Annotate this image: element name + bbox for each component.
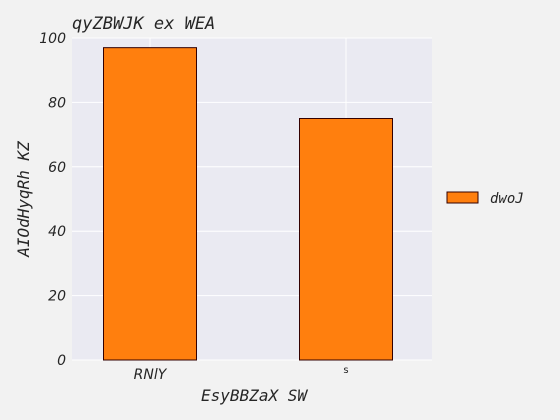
bars <box>103 47 393 361</box>
y-tick-label: 60 <box>48 160 66 176</box>
y-tick-label: 100 <box>39 31 66 47</box>
bar-s <box>299 118 393 361</box>
bar-rnly <box>103 47 197 361</box>
chart-title: qyZBWJK ex WEA <box>72 14 215 34</box>
x-tick-label: s <box>343 365 348 376</box>
y-tick-label: 40 <box>48 224 66 240</box>
y-tick-label: 0 <box>57 353 66 369</box>
y-tick-label: 80 <box>48 95 66 111</box>
x-tick-label: RNlY <box>134 367 168 383</box>
x-axis-label: EsyBBZaX SW <box>201 386 308 405</box>
y-axis-label: AIOdHyqRh KZ <box>14 141 33 258</box>
x-axis-ticks: RNlY s <box>134 365 349 383</box>
legend-label: dwoJ <box>490 191 524 207</box>
y-axis-ticks: 0 20 40 60 80 100 <box>39 31 66 369</box>
legend: dwoJ <box>446 191 524 207</box>
legend-swatch <box>446 191 479 204</box>
y-tick-label: 20 <box>48 289 66 305</box>
